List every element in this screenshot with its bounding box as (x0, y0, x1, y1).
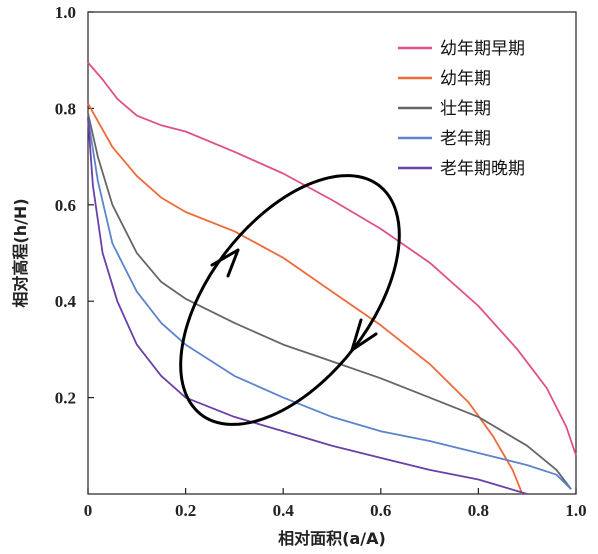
legend-label-1: 幼年期早期 (440, 39, 525, 59)
series-line-2 (87, 103, 524, 495)
cycle-annotation (179, 174, 401, 426)
series-line-5 (87, 117, 528, 495)
legend-label-4: 老年期 (440, 129, 491, 149)
cycle-arrow-down (350, 318, 378, 352)
y-tick-label: 0.8 (55, 99, 76, 118)
x-tick-label: 0 (84, 501, 93, 520)
plot-frame (87, 11, 577, 495)
cycle-arrow-up (210, 248, 240, 278)
cycle-ellipse (179, 174, 401, 426)
y-tick-label: 0.4 (55, 292, 77, 311)
ticks-layer: 0 0.2 0.4 0.6 0.8 1.0 0.2 0.4 0.6 0.8 1.0 (55, 3, 587, 520)
x-tick-label: 0.4 (273, 501, 295, 520)
series-line-3 (87, 113, 572, 490)
x-tick-label: 0.8 (468, 501, 489, 520)
y-axis-label: 相对高程(h/H) (11, 198, 30, 307)
y-tick-label: 0.2 (55, 389, 76, 408)
x-tick-label: 0.6 (370, 501, 391, 520)
x-axis-label: 相对面积(a/A) (278, 529, 386, 548)
x-tick-label: 0.2 (175, 501, 196, 520)
y-tick-label: 0.6 (55, 196, 76, 215)
series-layer (87, 62, 577, 495)
legend-label-2: 幼年期 (440, 69, 491, 89)
series-line-4 (87, 117, 572, 490)
x-tick-label: 1.0 (565, 501, 586, 520)
legend-label-3: 壮年期 (440, 99, 491, 119)
legend-label-5: 老年期晚期 (440, 159, 525, 179)
series-line-1 (87, 62, 577, 456)
y-tick-label: 1.0 (55, 3, 76, 22)
